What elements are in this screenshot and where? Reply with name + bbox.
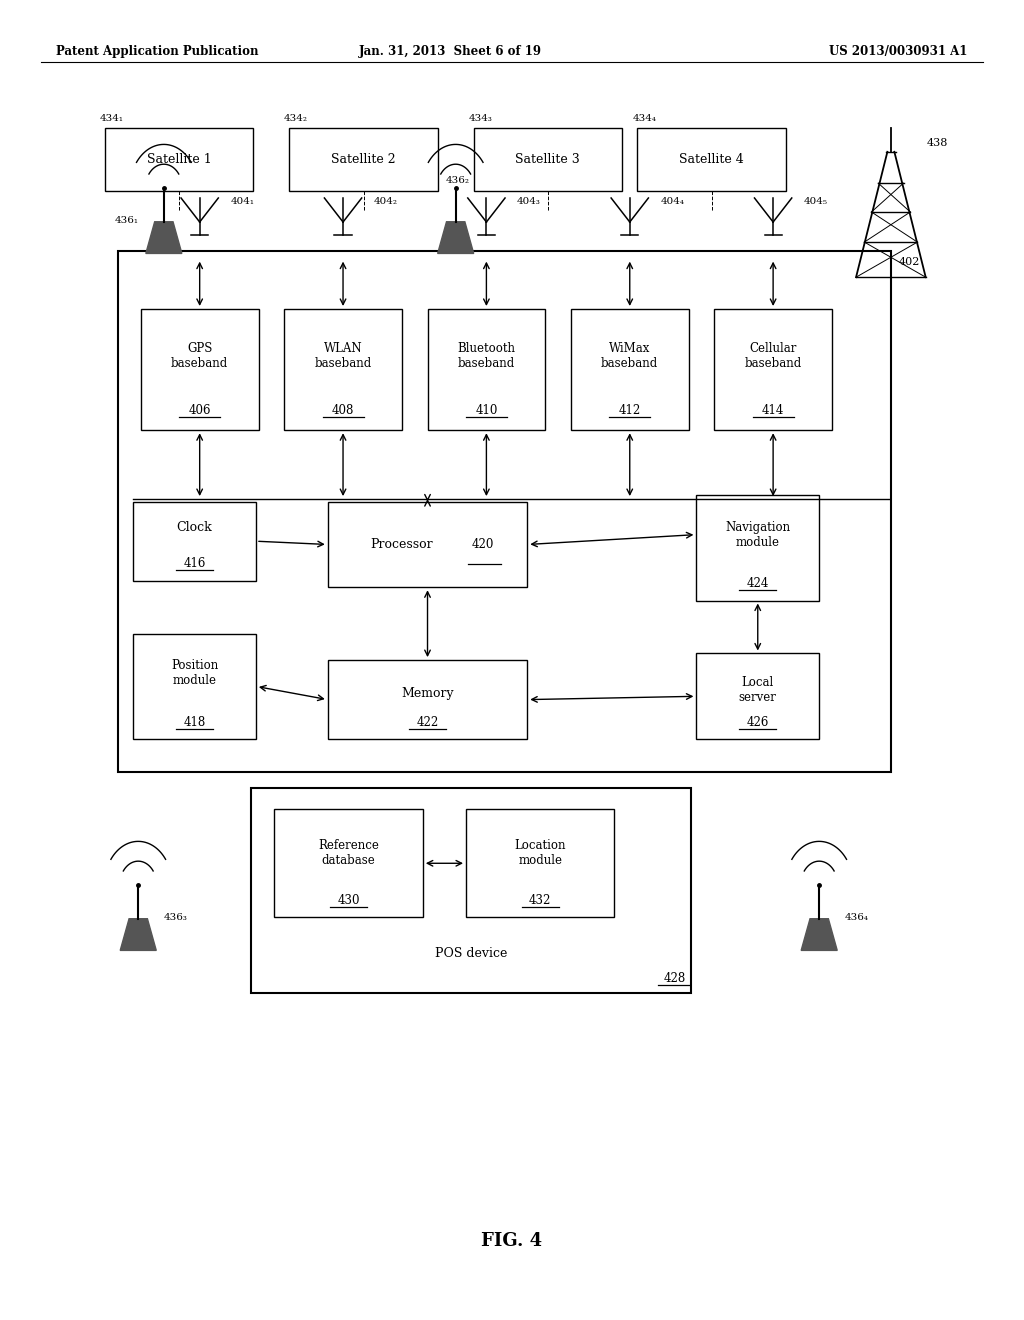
FancyBboxPatch shape — [715, 309, 831, 430]
Text: Satellite 1: Satellite 1 — [146, 153, 212, 166]
Text: 430: 430 — [338, 894, 359, 907]
Text: 434₁: 434₁ — [99, 114, 124, 123]
FancyBboxPatch shape — [328, 502, 527, 587]
Text: 424: 424 — [746, 577, 769, 590]
Polygon shape — [120, 919, 157, 950]
Text: 404₅: 404₅ — [804, 197, 827, 206]
Text: Navigation
module: Navigation module — [725, 520, 791, 549]
Polygon shape — [801, 919, 838, 950]
Text: Jan. 31, 2013  Sheet 6 of 19: Jan. 31, 2013 Sheet 6 of 19 — [359, 45, 542, 58]
Text: 404₂: 404₂ — [374, 197, 397, 206]
FancyBboxPatch shape — [285, 309, 401, 430]
FancyBboxPatch shape — [571, 309, 688, 430]
Text: 436₃: 436₃ — [164, 913, 187, 921]
Text: Memory: Memory — [401, 686, 454, 700]
FancyBboxPatch shape — [466, 809, 614, 917]
Text: 434₂: 434₂ — [284, 114, 308, 123]
Text: Cellular
baseband: Cellular baseband — [744, 342, 802, 371]
Text: 414: 414 — [762, 404, 784, 417]
Polygon shape — [437, 222, 474, 253]
Text: Satellite 3: Satellite 3 — [515, 153, 581, 166]
Text: 432: 432 — [529, 894, 551, 907]
FancyBboxPatch shape — [637, 128, 786, 191]
Text: 436₄: 436₄ — [845, 913, 868, 921]
Text: Satellite 4: Satellite 4 — [679, 153, 744, 166]
Text: GPS
baseband: GPS baseband — [171, 342, 228, 371]
Text: POS device: POS device — [435, 946, 507, 960]
Text: 428: 428 — [664, 972, 686, 985]
FancyBboxPatch shape — [328, 660, 527, 739]
Text: Satellite 2: Satellite 2 — [331, 153, 396, 166]
Text: 434₄: 434₄ — [632, 114, 656, 123]
Text: 420: 420 — [471, 539, 494, 550]
Text: WLAN
baseband: WLAN baseband — [314, 342, 372, 371]
FancyBboxPatch shape — [141, 309, 258, 430]
Text: 416: 416 — [183, 557, 206, 570]
Text: Clock: Clock — [177, 521, 212, 535]
FancyBboxPatch shape — [133, 502, 256, 581]
Text: Bluetooth
baseband: Bluetooth baseband — [458, 342, 515, 371]
Text: 404₄: 404₄ — [660, 197, 684, 206]
Text: 412: 412 — [618, 404, 641, 417]
Text: 404₃: 404₃ — [517, 197, 541, 206]
Text: 422: 422 — [417, 715, 438, 729]
FancyBboxPatch shape — [428, 309, 545, 430]
FancyBboxPatch shape — [696, 653, 819, 739]
Text: 436₂: 436₂ — [445, 177, 469, 185]
Text: Position
module: Position module — [171, 659, 218, 688]
Text: 402: 402 — [899, 257, 921, 268]
Text: FIG. 4: FIG. 4 — [481, 1232, 543, 1250]
Text: 408: 408 — [332, 404, 354, 417]
FancyBboxPatch shape — [104, 128, 254, 191]
FancyBboxPatch shape — [274, 809, 423, 917]
FancyBboxPatch shape — [289, 128, 438, 191]
Text: 436₁: 436₁ — [115, 216, 138, 224]
FancyBboxPatch shape — [251, 788, 691, 993]
Text: Reference
database: Reference database — [318, 838, 379, 867]
Polygon shape — [145, 222, 182, 253]
Text: Processor: Processor — [371, 539, 433, 550]
Text: 406: 406 — [188, 404, 211, 417]
Text: 434₃: 434₃ — [469, 114, 493, 123]
FancyBboxPatch shape — [473, 128, 623, 191]
Text: 404₁: 404₁ — [230, 197, 254, 206]
FancyBboxPatch shape — [133, 634, 256, 739]
Text: 418: 418 — [183, 715, 206, 729]
Text: WiMax
baseband: WiMax baseband — [601, 342, 658, 371]
Text: Location
module: Location module — [514, 838, 566, 867]
Text: 410: 410 — [475, 404, 498, 417]
Text: 438: 438 — [927, 137, 948, 148]
Text: Local
server: Local server — [739, 676, 776, 704]
Text: US 2013/0030931 A1: US 2013/0030931 A1 — [829, 45, 968, 58]
FancyBboxPatch shape — [696, 495, 819, 601]
FancyBboxPatch shape — [118, 251, 891, 772]
Text: 426: 426 — [746, 715, 769, 729]
Text: Patent Application Publication: Patent Application Publication — [56, 45, 259, 58]
